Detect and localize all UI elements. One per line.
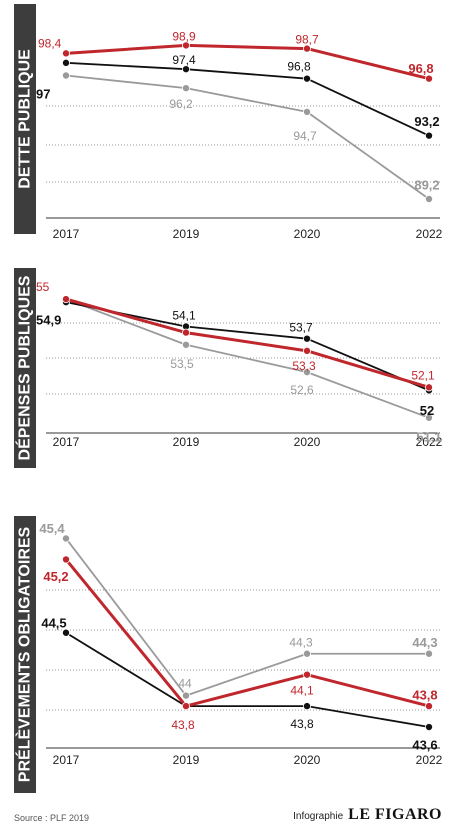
data-label-red: 96,8 bbox=[408, 61, 433, 76]
data-label-red: 44,1 bbox=[290, 684, 314, 698]
x-tick-label: 2020 bbox=[294, 753, 321, 767]
chart-3: PRÉLÈVEMENTS OBLIGATOIRES 2017 2019 2020 202… bbox=[14, 516, 443, 793]
data-point-black bbox=[62, 58, 71, 67]
chart-2: DÉPENSES PUBLIQUES 2017 2019 2020 2022 55 53,3… bbox=[14, 268, 443, 468]
data-point-gray bbox=[302, 107, 311, 116]
data-point-red bbox=[424, 74, 433, 83]
data-point-red bbox=[181, 41, 190, 50]
data-label-red: 53,3 bbox=[292, 359, 316, 373]
data-point-gray bbox=[181, 84, 190, 93]
series-line-black bbox=[65, 631, 430, 728]
data-point-black bbox=[302, 702, 311, 711]
data-point-gray bbox=[424, 194, 433, 203]
data-point-red bbox=[302, 44, 311, 53]
data-label-red: 98,7 bbox=[295, 33, 319, 47]
x-tick-label: 2022 bbox=[416, 227, 443, 241]
x-tick-label: 2022 bbox=[416, 435, 443, 449]
data-label-black: 54,1 bbox=[172, 309, 196, 323]
chart-title-bar bbox=[14, 268, 36, 468]
series-line-red bbox=[65, 297, 430, 389]
data-point-gray bbox=[424, 413, 433, 422]
data-point-red bbox=[62, 49, 71, 58]
series-line-red bbox=[65, 43, 430, 81]
data-point-red bbox=[181, 702, 190, 711]
series-line-black bbox=[65, 61, 430, 137]
x-tick-label: 2022 bbox=[416, 753, 443, 767]
data-label-black: 43,6 bbox=[412, 738, 437, 753]
data-point-gray bbox=[181, 691, 190, 700]
data-label-gray: 96,2 bbox=[169, 97, 193, 111]
brand-logo: LE FIGARO bbox=[348, 806, 442, 823]
data-point-red bbox=[424, 383, 433, 392]
chart-title: DETTE PUBLIQUE bbox=[17, 49, 34, 189]
credit: Infographie LE FIGARO bbox=[293, 806, 442, 824]
x-tick-label: 2019 bbox=[173, 435, 200, 449]
x-tick-label: 2019 bbox=[173, 753, 200, 767]
data-label-black: 96,8 bbox=[287, 60, 311, 74]
data-label-red: 43,8 bbox=[171, 718, 195, 732]
data-point-red bbox=[62, 555, 71, 564]
data-label-gray: 44,3 bbox=[412, 635, 437, 650]
data-label-black: 44,5 bbox=[41, 615, 66, 630]
data-point-gray bbox=[424, 649, 433, 658]
data-point-black bbox=[181, 65, 190, 74]
data-label-black: 93,2 bbox=[414, 114, 439, 129]
data-label-red: 45,2 bbox=[43, 569, 68, 584]
series-line-gray bbox=[65, 537, 429, 697]
data-point-gray bbox=[62, 71, 71, 80]
data-point-black bbox=[302, 334, 311, 343]
data-point-red bbox=[424, 702, 433, 711]
data-point-black bbox=[424, 131, 433, 140]
chart-title-bar bbox=[14, 516, 36, 793]
data-label-gray: 51,1 bbox=[416, 429, 441, 444]
data-label-gray: 44,3 bbox=[289, 636, 313, 650]
data-point-gray bbox=[62, 534, 71, 543]
data-label-red: 52,1 bbox=[411, 368, 435, 382]
data-label-black: 97 bbox=[36, 86, 50, 101]
data-point-gray bbox=[302, 368, 311, 377]
x-tick-label: 2017 bbox=[53, 227, 80, 241]
data-label-black: 97,4 bbox=[172, 53, 196, 67]
data-label-gray: 52,6 bbox=[290, 383, 314, 397]
series-line-red bbox=[64, 558, 430, 708]
x-tick-label: 2017 bbox=[53, 753, 80, 767]
x-tick-label: 2017 bbox=[53, 435, 80, 449]
data-label-red: 98,4 bbox=[38, 36, 62, 50]
data-label-black: 43,8 bbox=[290, 717, 314, 731]
data-label-red: 43,8 bbox=[412, 688, 437, 703]
series-line-gray bbox=[65, 298, 430, 419]
chart-1: DETTE PUBLIQUE 2017 2019 2020 2022 98,4 98,9 98… bbox=[14, 4, 443, 241]
data-point-red bbox=[62, 295, 71, 304]
credit-prefix: Infographie bbox=[293, 811, 344, 822]
data-point-red bbox=[181, 328, 190, 337]
data-label-gray: 89,2 bbox=[414, 178, 439, 193]
x-tick-label: 2020 bbox=[294, 227, 321, 241]
data-label-black: 54,9 bbox=[36, 313, 61, 328]
data-label-gray: 53,5 bbox=[170, 357, 194, 371]
data-point-black bbox=[424, 723, 433, 732]
data-label-red: 55 bbox=[36, 280, 50, 294]
data-label-red: 98,9 bbox=[172, 29, 196, 43]
data-label-black: 53,7 bbox=[289, 321, 313, 335]
data-label-gray: 44 bbox=[178, 677, 192, 691]
data-label-black: 52 bbox=[420, 403, 434, 418]
x-tick-label: 2019 bbox=[173, 227, 200, 241]
data-point-black bbox=[62, 628, 71, 637]
chart-title: PRÉLÈVEMENTS OBLIGATOIRES bbox=[15, 526, 34, 782]
data-point-black bbox=[302, 74, 311, 83]
data-point-gray bbox=[181, 340, 190, 349]
data-label-gray: 94,7 bbox=[293, 129, 317, 143]
data-label-gray: 45,4 bbox=[39, 521, 65, 536]
data-point-red bbox=[302, 670, 311, 679]
x-tick-label: 2020 bbox=[294, 435, 321, 449]
data-point-gray bbox=[302, 649, 311, 658]
chart-title-bar bbox=[14, 4, 36, 234]
series-line-gray bbox=[65, 74, 430, 200]
data-point-red bbox=[302, 346, 311, 355]
source-note: Source : PLF 2019 bbox=[14, 813, 90, 823]
chart-title: DÉPENSES PUBLIQUES bbox=[15, 275, 34, 460]
